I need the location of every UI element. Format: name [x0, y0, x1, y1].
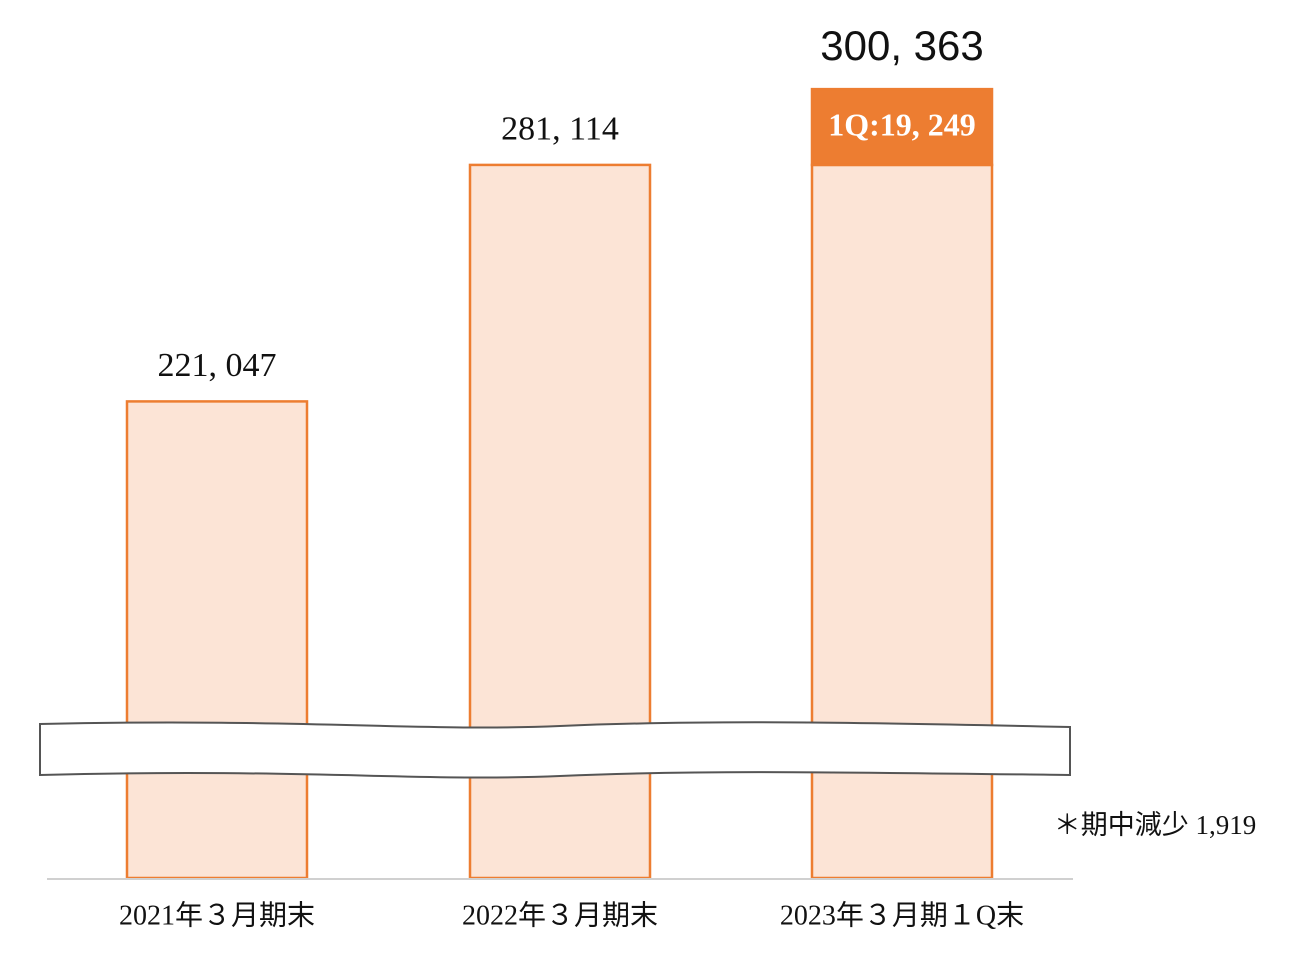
bar — [125, 400, 309, 880]
value-label: 1Q:19, 249 — [828, 106, 976, 142]
x-tick-label: 2023年３月期１Q末 — [780, 899, 1024, 931]
value-label: 281, 114 — [501, 111, 619, 148]
value-label: 221, 047 — [158, 347, 277, 384]
bar — [810, 87, 994, 167]
axis-break — [39, 721, 1071, 779]
annotation: ＊期中減少 1,919 — [1054, 810, 1257, 840]
total-label: 300, 363 — [820, 22, 984, 69]
x-tick-label: 2021年３月期末 — [119, 899, 315, 931]
x-tick-label: 2022年３月期末 — [462, 899, 658, 931]
